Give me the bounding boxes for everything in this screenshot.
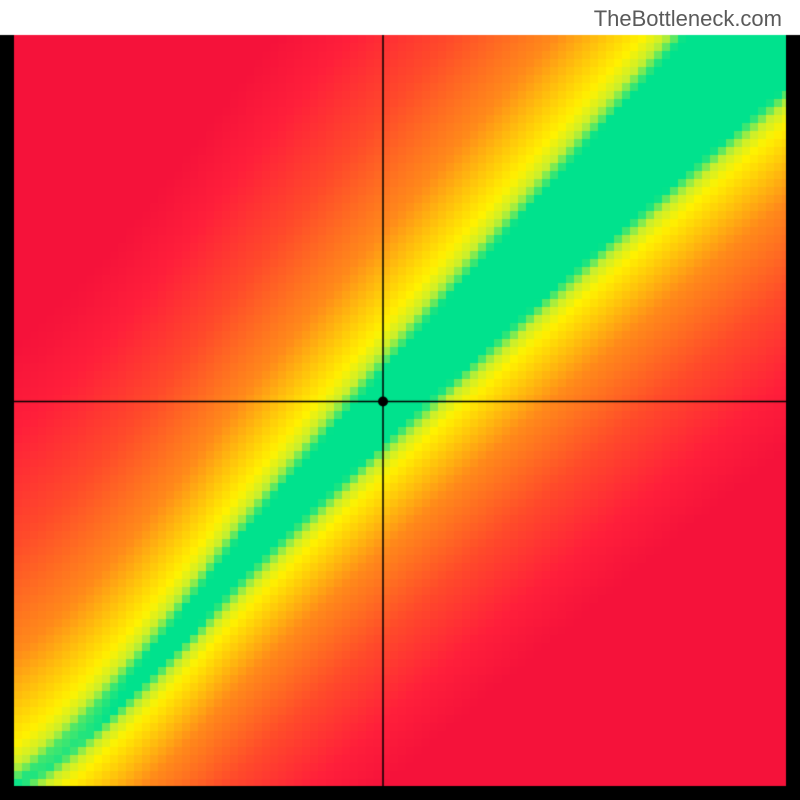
heatmap-canvas bbox=[0, 0, 800, 800]
heatmap-container: TheBottleneck.com bbox=[0, 0, 800, 800]
watermark-text: TheBottleneck.com bbox=[594, 6, 782, 32]
